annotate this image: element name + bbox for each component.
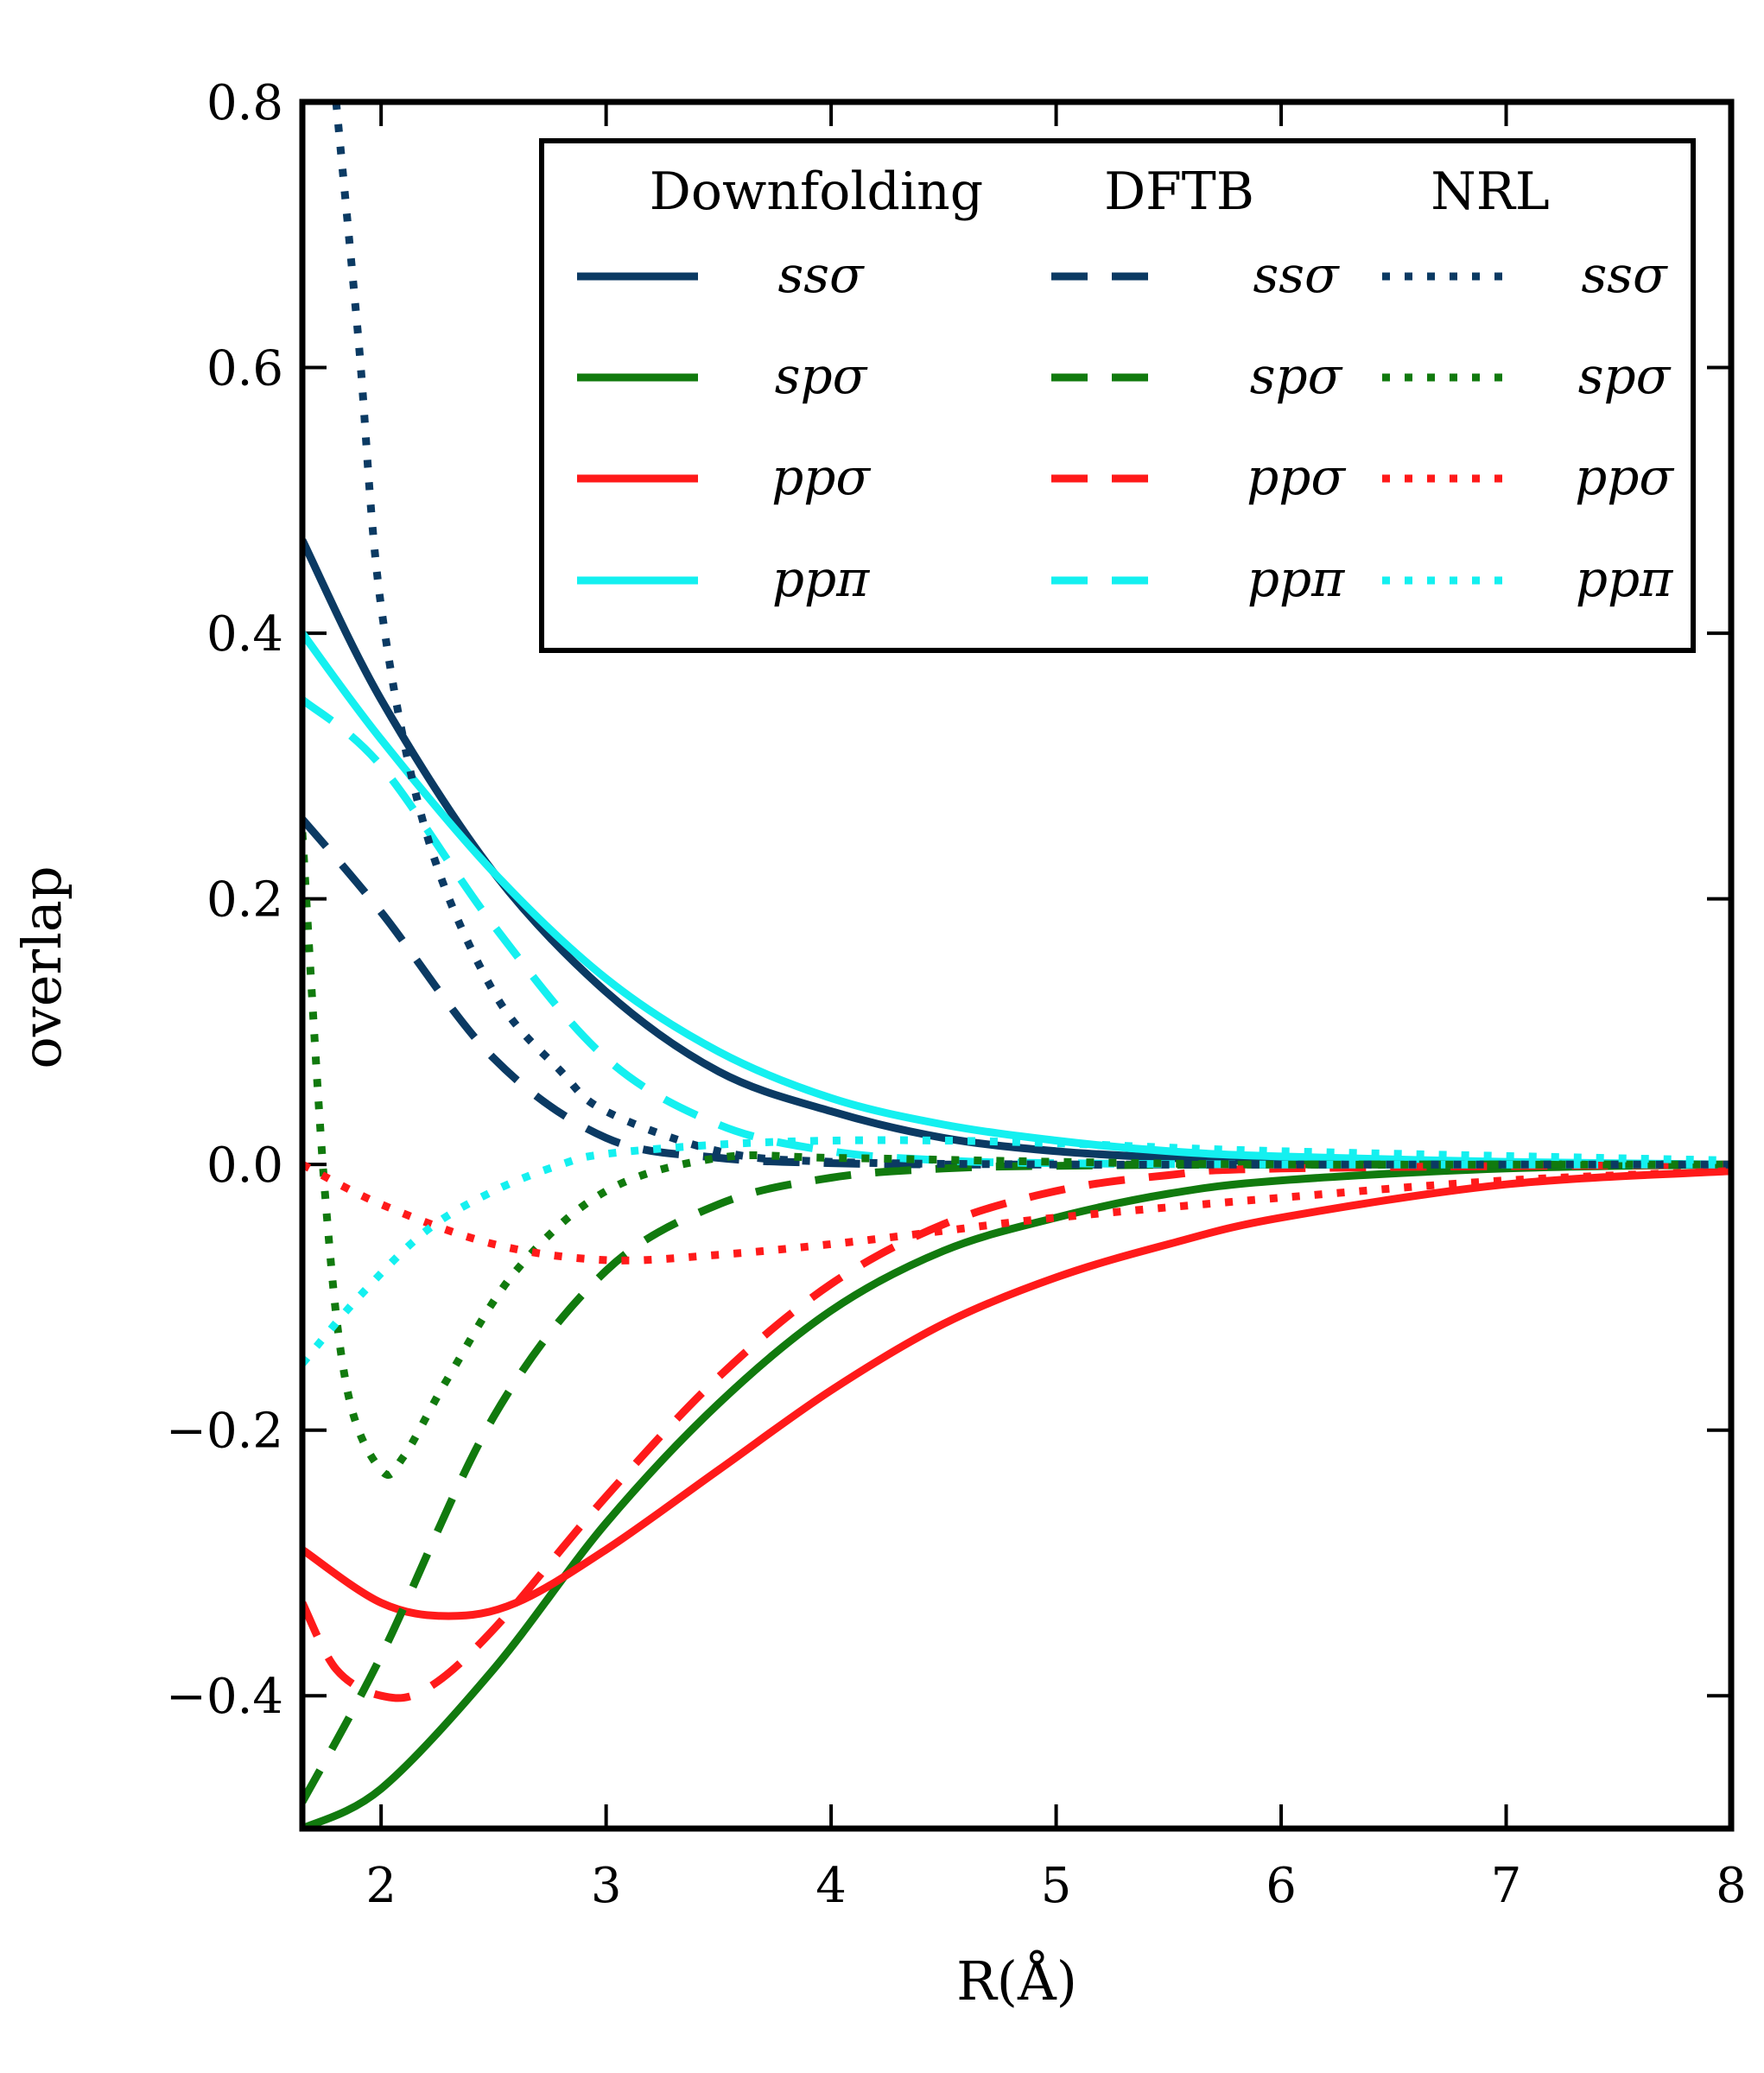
x-tick-label: 6 [1266, 1858, 1297, 1914]
x-tick-label: 2 [365, 1858, 397, 1914]
y-tick-label: 0.0 [206, 1138, 283, 1194]
y-tick-label: −0.2 [166, 1404, 283, 1460]
legend-label: ssσ [777, 245, 865, 304]
series-line-dftb-7 [302, 696, 1731, 1169]
y-tick-label: 0.4 [206, 606, 283, 662]
legend-label: ppπ [1576, 549, 1673, 608]
series-line-dftb-6 [302, 1160, 1731, 1702]
legend-label: spσ [1250, 346, 1343, 405]
legend-label: ppσ [1247, 447, 1346, 506]
legend-label: ppσ [1575, 447, 1674, 506]
legend-label: ppπ [772, 549, 870, 608]
legend-group-nrl: NRL [1431, 162, 1550, 222]
x-axis-title: R(Å) [956, 1949, 1077, 2013]
legend-label: ppσ [771, 447, 871, 506]
legend-group-downfolding: Downfolding [650, 162, 983, 222]
x-tick-label: 3 [591, 1858, 622, 1914]
legend-entries: ssσ spσ ppσ ppπ ssσ spσ ppσ ppπ ssσ spσ ppσ ppπ [577, 245, 1674, 608]
legend-box [539, 138, 1696, 653]
x-tick-label: 8 [1716, 1858, 1747, 1914]
tick-labels: 2 3 4 5 6 7 8 0.8 0.6 0.4 0.2 0.0 −0.2 −0.4 [166, 75, 1747, 1914]
series-line-dftb-4 [302, 816, 1731, 1169]
y-tick-label: 0.2 [206, 872, 283, 929]
series-line-nrl-8 [332, 102, 1731, 1169]
legend-label: ssσ [1581, 245, 1668, 304]
y-tick-label: −0.4 [166, 1669, 283, 1725]
legend: Downfolding DFTB NRL ssσ spσ ppσ ppπ ssσ spσ p… [539, 138, 1696, 653]
legend-label: spσ [1578, 346, 1672, 405]
series-line-downfolding-1 [302, 1160, 1731, 1829]
legend-label: ppπ [1247, 549, 1345, 608]
series-line-dftb-5 [302, 1160, 1731, 1804]
y-tick-label: 0.6 [206, 341, 283, 397]
y-tick-label: 0.8 [206, 75, 283, 131]
legend-group-dftb: DFTB [1104, 162, 1254, 222]
x-tick-label: 5 [1041, 1858, 1072, 1914]
x-tick-label: 4 [815, 1858, 847, 1914]
x-tick-label: 7 [1491, 1858, 1522, 1914]
series-line-nrl-9 [302, 832, 1731, 1479]
series-layer [302, 102, 1731, 1829]
series-line-downfolding-3 [302, 631, 1731, 1169]
series-line-downfolding-2 [302, 1167, 1731, 1620]
plot-frame [299, 98, 1735, 1832]
legend-label: ssσ [1253, 245, 1340, 304]
legend-label: spσ [775, 346, 868, 405]
series-line-nrl-10 [302, 1161, 1731, 1265]
series-line-nrl-11 [302, 1136, 1731, 1366]
y-axis-title: overlap [10, 865, 73, 1068]
